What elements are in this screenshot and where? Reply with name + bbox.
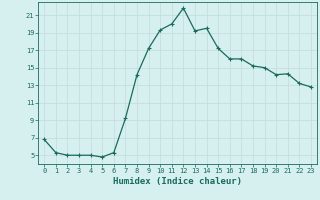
X-axis label: Humidex (Indice chaleur): Humidex (Indice chaleur) <box>113 177 242 186</box>
